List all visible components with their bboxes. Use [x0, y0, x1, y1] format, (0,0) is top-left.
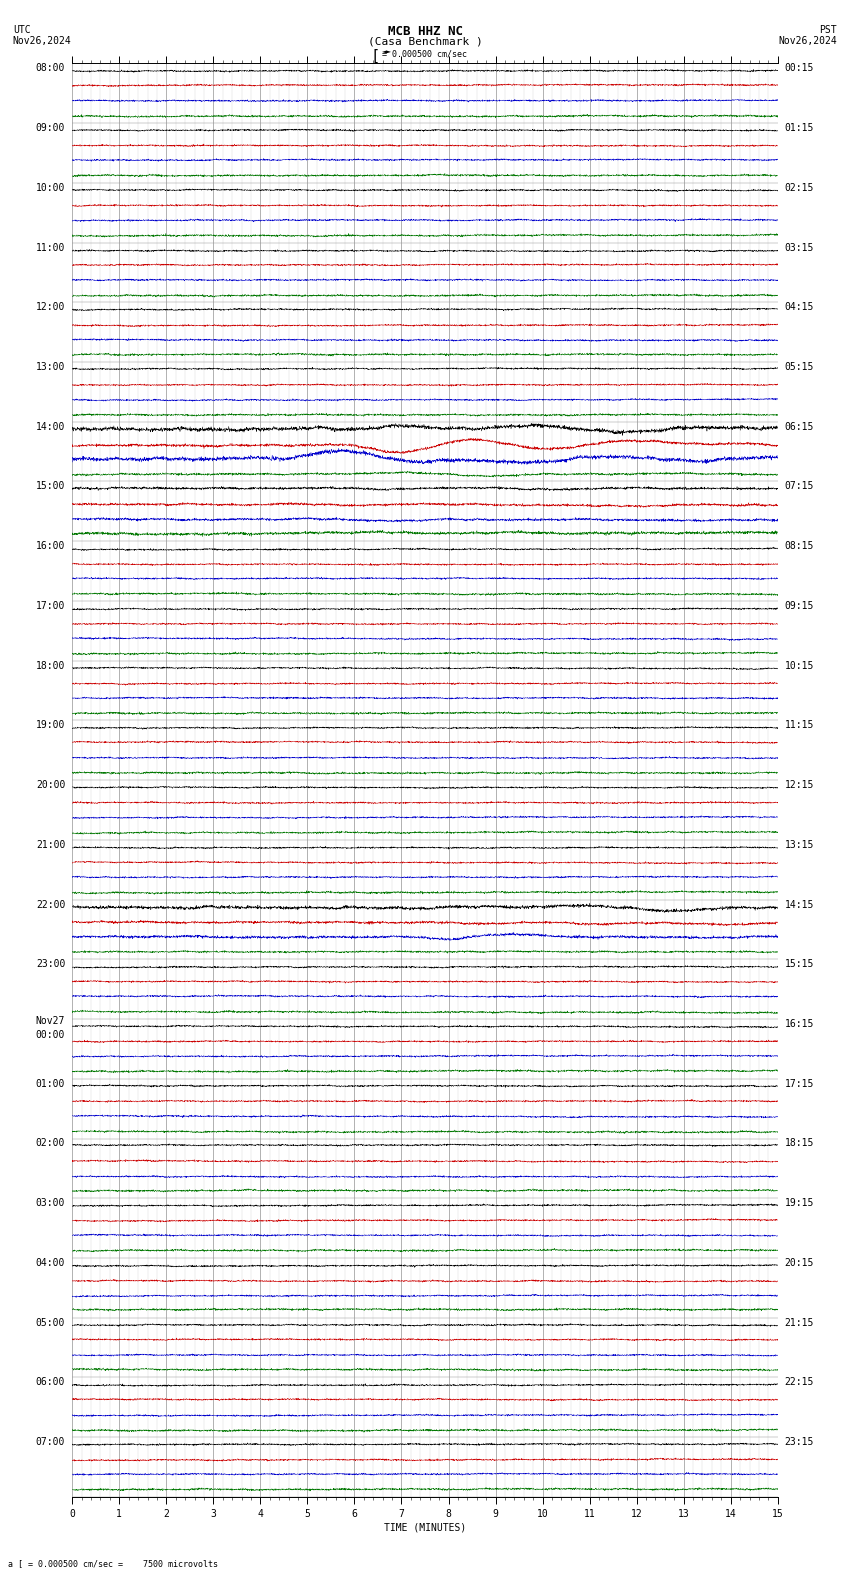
Text: 10:00: 10:00 — [36, 182, 65, 193]
Text: 23:15: 23:15 — [785, 1437, 814, 1448]
Text: 11:00: 11:00 — [36, 242, 65, 252]
Text: 08:00: 08:00 — [36, 63, 65, 73]
Text: 02:00: 02:00 — [36, 1139, 65, 1148]
Text: 01:00: 01:00 — [36, 1079, 65, 1088]
Text: MCB HHZ NC: MCB HHZ NC — [388, 25, 462, 38]
Text: 09:00: 09:00 — [36, 124, 65, 133]
Text: 05:15: 05:15 — [785, 363, 814, 372]
Text: (Casa Benchmark ): (Casa Benchmark ) — [367, 36, 483, 46]
Text: 10:15: 10:15 — [785, 661, 814, 670]
Text: 09:15: 09:15 — [785, 600, 814, 611]
Text: UTC: UTC — [13, 25, 31, 35]
Text: 01:15: 01:15 — [785, 124, 814, 133]
Text: 11:15: 11:15 — [785, 721, 814, 730]
Text: 12:15: 12:15 — [785, 779, 814, 790]
Text: Nov26,2024: Nov26,2024 — [779, 36, 837, 46]
Text: 06:00: 06:00 — [36, 1378, 65, 1388]
Text: 15:00: 15:00 — [36, 482, 65, 491]
Text: 06:15: 06:15 — [785, 421, 814, 432]
Text: 05:00: 05:00 — [36, 1318, 65, 1327]
Text: = 0.000500 cm/sec: = 0.000500 cm/sec — [382, 49, 468, 59]
Text: 17:15: 17:15 — [785, 1079, 814, 1088]
Text: 18:15: 18:15 — [785, 1139, 814, 1148]
Text: ◄►: ◄► — [382, 48, 392, 57]
Text: [: [ — [371, 49, 380, 63]
Text: 22:00: 22:00 — [36, 900, 65, 909]
Text: 07:00: 07:00 — [36, 1437, 65, 1448]
Text: 18:00: 18:00 — [36, 661, 65, 670]
Text: 19:00: 19:00 — [36, 721, 65, 730]
Text: 03:15: 03:15 — [785, 242, 814, 252]
Text: Nov26,2024: Nov26,2024 — [13, 36, 71, 46]
Text: 14:00: 14:00 — [36, 421, 65, 432]
Text: a [ = 0.000500 cm/sec =    7500 microvolts: a [ = 0.000500 cm/sec = 7500 microvolts — [8, 1559, 218, 1568]
Text: 00:15: 00:15 — [785, 63, 814, 73]
Text: 13:00: 13:00 — [36, 363, 65, 372]
Text: 07:15: 07:15 — [785, 482, 814, 491]
Text: Nov27: Nov27 — [36, 1015, 65, 1026]
Text: 19:15: 19:15 — [785, 1198, 814, 1209]
Text: 21:00: 21:00 — [36, 840, 65, 851]
Text: 04:00: 04:00 — [36, 1258, 65, 1267]
Text: 16:00: 16:00 — [36, 542, 65, 551]
Text: 02:15: 02:15 — [785, 182, 814, 193]
Text: 12:00: 12:00 — [36, 303, 65, 312]
Text: 20:15: 20:15 — [785, 1258, 814, 1267]
Text: 03:00: 03:00 — [36, 1198, 65, 1209]
Text: 17:00: 17:00 — [36, 600, 65, 611]
Text: 00:00: 00:00 — [36, 1030, 65, 1039]
Text: PST: PST — [819, 25, 837, 35]
Text: 16:15: 16:15 — [785, 1019, 814, 1030]
Text: 15:15: 15:15 — [785, 960, 814, 969]
Text: 23:00: 23:00 — [36, 960, 65, 969]
Text: 08:15: 08:15 — [785, 542, 814, 551]
Text: 13:15: 13:15 — [785, 840, 814, 851]
X-axis label: TIME (MINUTES): TIME (MINUTES) — [384, 1522, 466, 1533]
Text: 21:15: 21:15 — [785, 1318, 814, 1327]
Text: 22:15: 22:15 — [785, 1378, 814, 1388]
Text: 20:00: 20:00 — [36, 779, 65, 790]
Text: 14:15: 14:15 — [785, 900, 814, 909]
Text: 04:15: 04:15 — [785, 303, 814, 312]
